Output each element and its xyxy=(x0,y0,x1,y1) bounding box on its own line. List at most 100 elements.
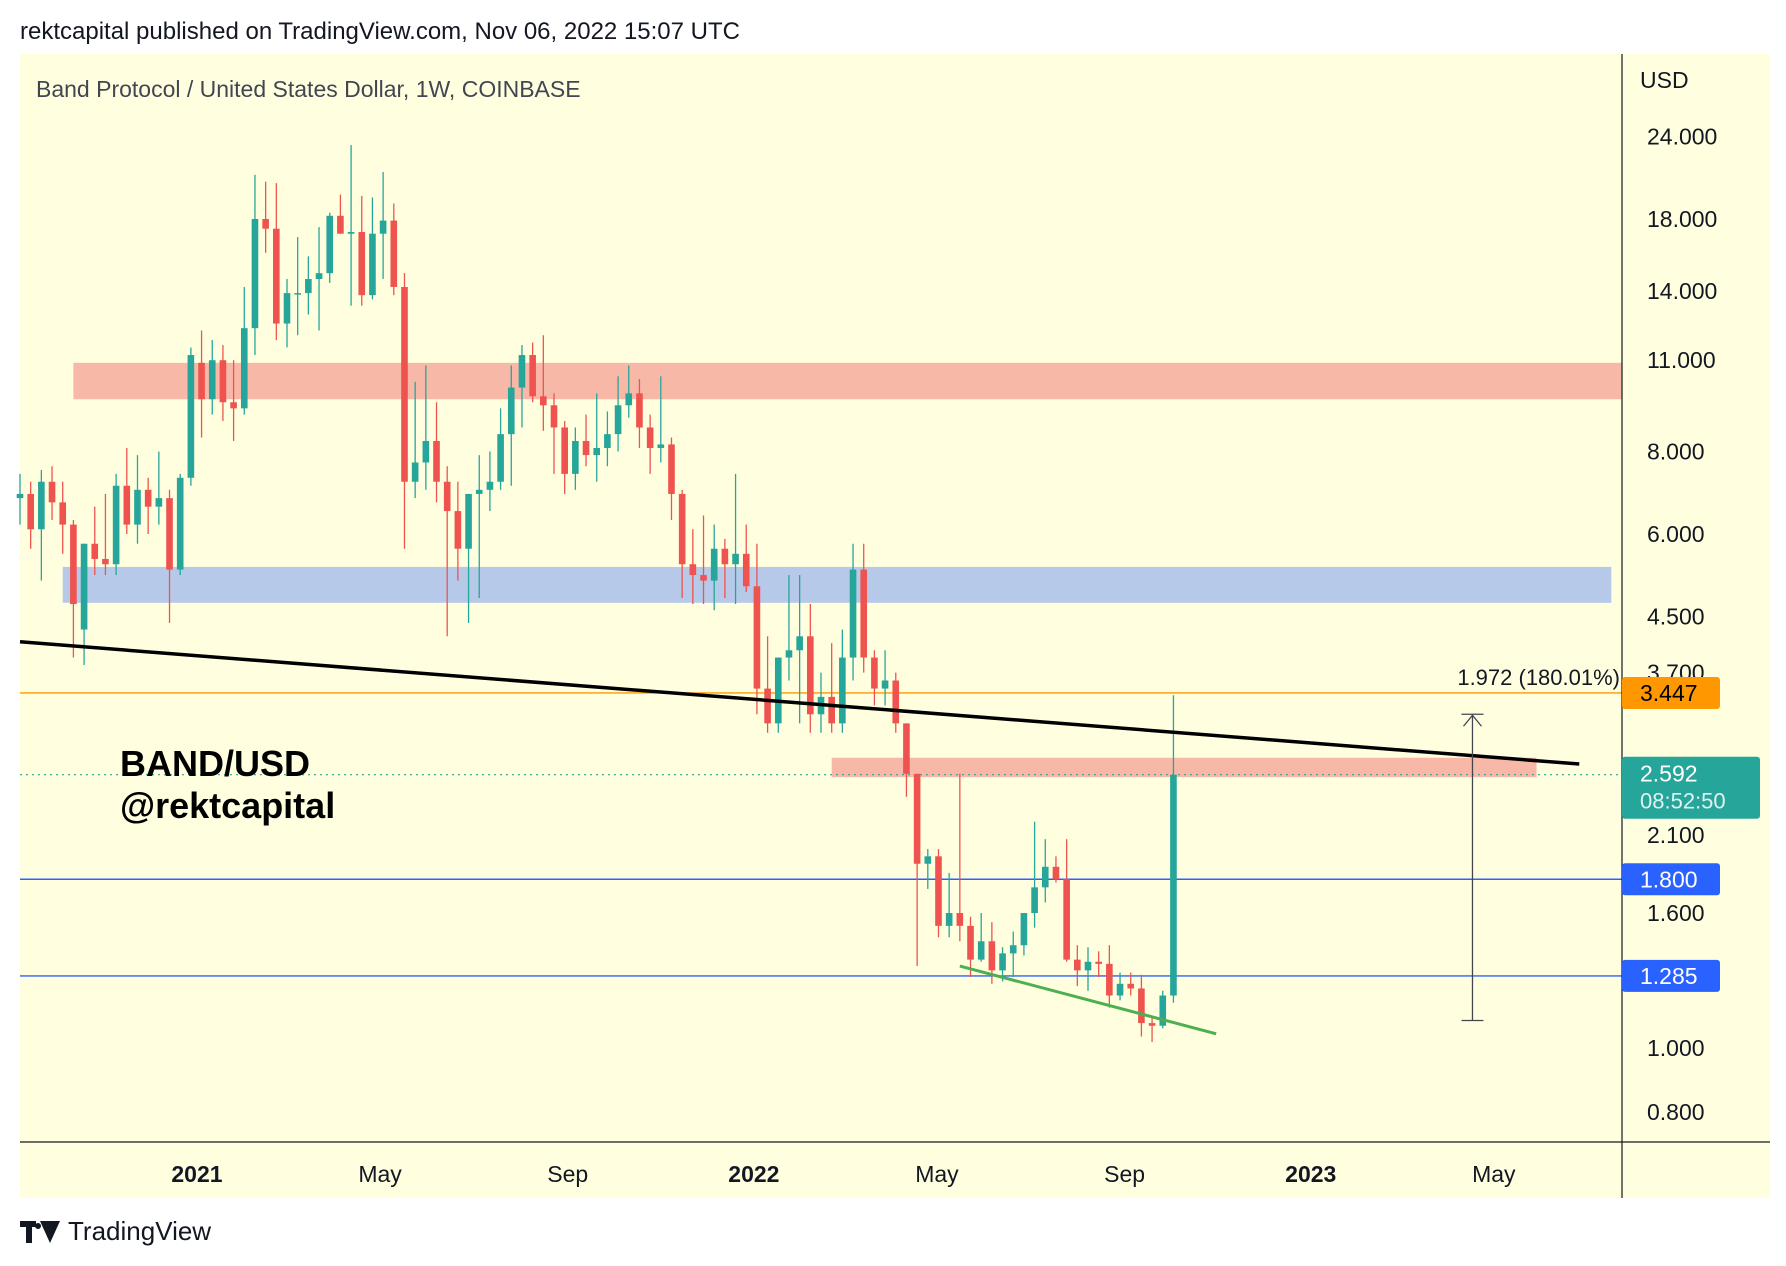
candle-body xyxy=(636,393,643,428)
candle-body xyxy=(924,856,932,864)
candle-body xyxy=(507,387,515,435)
trendline-falling-wedge-support xyxy=(959,964,1217,1036)
candle-body xyxy=(988,941,996,971)
axis-layer: USD 24.000 18.000 14.000 11.000 8.000 6.000 4.5… xyxy=(20,54,1770,1198)
candle-body xyxy=(561,427,568,474)
candle-body xyxy=(913,773,921,864)
candle-body xyxy=(27,493,34,530)
y-tick-label: 18.000 xyxy=(1647,206,1717,232)
candle-body xyxy=(689,564,697,576)
candle-body xyxy=(881,680,889,689)
candle-body xyxy=(892,680,900,724)
candle-body xyxy=(326,215,334,274)
zone-resistance xyxy=(73,362,1622,400)
candle-body xyxy=(1170,774,1177,996)
candle-body xyxy=(294,293,301,295)
candle-body xyxy=(337,215,344,234)
y-tick-label: 6.000 xyxy=(1647,521,1705,547)
candle-body xyxy=(1084,961,1092,971)
candle-body xyxy=(956,913,964,926)
tradingview-logo-icon xyxy=(20,1220,60,1243)
current-price-tag xyxy=(1622,756,1760,819)
candle-body xyxy=(347,232,355,234)
candle-body xyxy=(999,953,1006,971)
candle-body xyxy=(198,362,205,400)
candle-body xyxy=(219,360,227,403)
candle-body xyxy=(668,444,675,494)
x-tick-label: May xyxy=(1472,1161,1516,1187)
candle-body xyxy=(1041,866,1049,888)
candle-body xyxy=(518,355,526,388)
candle-body xyxy=(849,569,857,658)
candle-body xyxy=(16,493,24,499)
candle-body xyxy=(486,481,494,490)
candle-body xyxy=(1159,995,1167,1026)
y-tick-label: 11.000 xyxy=(1647,347,1716,373)
candle-body xyxy=(48,481,56,503)
candle-body xyxy=(1138,988,1145,1024)
candle-body xyxy=(678,493,686,565)
price-tag-label: 1.800 xyxy=(1640,866,1698,892)
y-tick-label: 0.800 xyxy=(1647,1099,1705,1125)
trendline-macro-downtrend xyxy=(19,640,1580,766)
candle-body xyxy=(1127,983,1135,989)
candle-body xyxy=(646,427,654,448)
candle-body xyxy=(401,286,408,482)
candle-body xyxy=(59,502,67,525)
y-tick-label: 1.000 xyxy=(1647,1035,1705,1061)
candle-body xyxy=(283,293,291,324)
candle-body xyxy=(1106,963,1113,996)
countdown-label: 08:52:50 xyxy=(1640,789,1726,814)
price-tag xyxy=(1622,959,1720,992)
x-tick-label: Sep xyxy=(1104,1161,1145,1187)
price-tag xyxy=(1622,863,1720,896)
y-tick-label: 14.000 xyxy=(1647,278,1717,304)
overlay-layer: Band Protocol / United States Dollar, 1W… xyxy=(36,76,1620,1022)
candle-body xyxy=(379,220,387,234)
chart-title: Band Protocol / United States Dollar, 1W… xyxy=(36,76,581,102)
candle-body xyxy=(529,355,536,397)
x-tick-label: Sep xyxy=(547,1161,588,1187)
zone-support xyxy=(62,566,1612,603)
y-tick-label: 8.000 xyxy=(1647,439,1705,465)
candle-body xyxy=(358,232,366,296)
candle-body xyxy=(240,328,248,409)
candle-body xyxy=(785,650,793,658)
candle-body xyxy=(1031,887,1038,914)
candle-body xyxy=(1052,866,1060,880)
candle-body xyxy=(1074,959,1081,971)
candle-body xyxy=(614,405,622,435)
candle-body xyxy=(91,543,99,559)
candle-body xyxy=(945,913,953,926)
candle-body xyxy=(935,856,942,926)
current-price-label: 2.592 xyxy=(1640,761,1698,787)
candle-body xyxy=(390,220,398,287)
price-tag xyxy=(1622,676,1720,709)
candle-body xyxy=(903,723,910,774)
candle-body xyxy=(465,493,472,549)
candle-body xyxy=(1020,913,1028,946)
candle-body xyxy=(102,558,109,565)
annotation-pair: BAND/USD xyxy=(120,743,310,784)
y-tick-label: 2.100 xyxy=(1647,822,1705,848)
annotation-handle: @rektcapital xyxy=(120,785,335,826)
price-tag-label: 1.285 xyxy=(1640,963,1698,989)
candle-body xyxy=(475,489,483,494)
candle-body xyxy=(422,440,430,463)
candle-body xyxy=(582,440,590,456)
candle-body xyxy=(796,636,803,651)
publish-info: rektcapital published on TradingView.com… xyxy=(20,18,740,45)
candle-body xyxy=(604,434,611,448)
candle-body xyxy=(774,657,782,724)
y-tick-label: 4.500 xyxy=(1647,604,1705,630)
candle-body xyxy=(977,941,985,960)
candle-body xyxy=(1095,961,1102,964)
candle-body xyxy=(753,586,761,689)
candle-body xyxy=(433,440,440,482)
x-tick-label: May xyxy=(915,1161,959,1187)
footer: TradingView xyxy=(20,1216,211,1247)
candle-body xyxy=(732,553,739,565)
y-tick-label: 1.600 xyxy=(1647,900,1705,926)
candle-body xyxy=(721,548,729,565)
